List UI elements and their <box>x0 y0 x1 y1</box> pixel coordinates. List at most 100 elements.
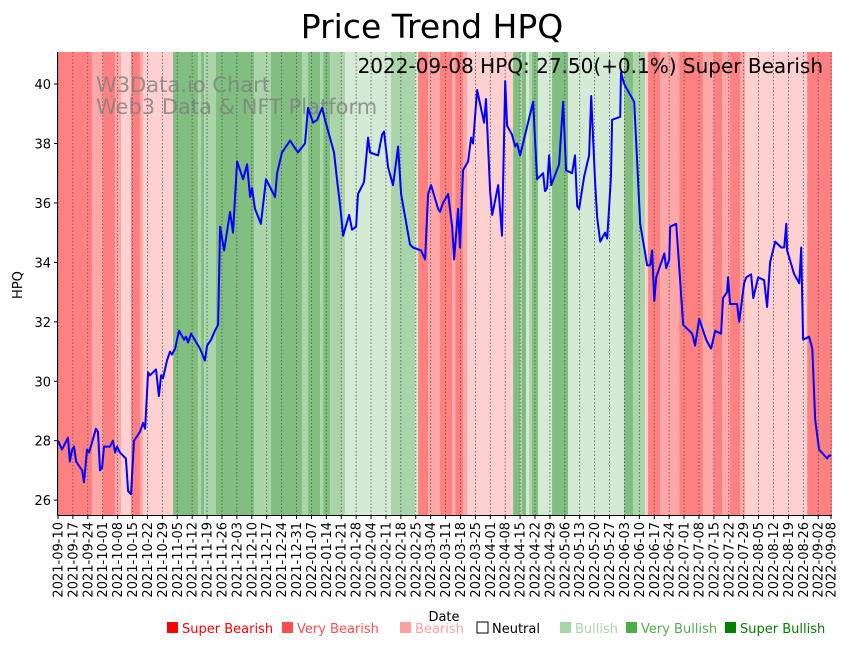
x-tick-label: 2021-10-15 <box>126 522 141 598</box>
chart-title: Price Trend HPQ <box>301 7 564 46</box>
x-tick-label: 2022-07-22 <box>722 522 737 598</box>
x-tick-label: 2022-03-04 <box>424 522 439 598</box>
x-tick-label: 2022-06-10 <box>633 522 648 598</box>
x-tick-label: 2022-07-08 <box>692 522 707 598</box>
x-tick-label: 2022-02-18 <box>394 522 409 598</box>
y-tick-label: 28 <box>34 435 51 450</box>
latest-price-annotation: 2022-09-08 HPQ: 27.50(+0.1%) Super Beari… <box>358 54 823 78</box>
x-tick-label: 2022-08-05 <box>752 522 767 598</box>
x-tick-label: 2022-06-03 <box>618 522 633 598</box>
x-tick-label: 2022-02-25 <box>409 522 424 598</box>
x-tick-label: 2022-04-08 <box>499 522 514 598</box>
legend-swatch <box>725 622 736 633</box>
regime-band <box>522 52 527 515</box>
x-tick-label: 2021-12-10 <box>245 522 260 598</box>
x-tick-label: 2022-09-02 <box>812 522 827 598</box>
regime-band <box>92 52 103 515</box>
legend: Super Bearish Very Bearish Bearish Neutral B… <box>167 621 825 637</box>
x-tick-label: 2021-11-19 <box>201 522 216 598</box>
x-tick-label: 2022-04-15 <box>514 522 529 598</box>
regime-band <box>254 52 271 515</box>
legend-label: Bullish <box>575 622 618 637</box>
x-tick-label: 2021-12-03 <box>230 522 245 598</box>
x-tick-label: 2022-02-04 <box>365 522 380 598</box>
x-tick-label: 2022-06-17 <box>648 522 663 598</box>
legend-swatch <box>400 622 411 633</box>
regime-band <box>463 52 468 515</box>
y-tick-label: 26 <box>34 494 51 509</box>
y-tick-label: 38 <box>34 138 51 153</box>
x-tick-label: 2022-05-06 <box>558 522 573 598</box>
x-tick-label: 2022-04-29 <box>543 522 558 598</box>
x-ticks: 2021-09-10 2021-09-17 2021-09-24 2021-10-01… <box>52 515 840 598</box>
y-axis-label: HPQ <box>11 271 26 299</box>
x-tick-label: 2022-03-11 <box>439 522 454 598</box>
x-tick-label: 2022-08-26 <box>797 522 812 598</box>
regime-band <box>660 52 680 515</box>
legend-label: Neutral <box>492 622 540 637</box>
legend-swatch <box>282 622 293 633</box>
x-tick-label: 2022-05-13 <box>573 522 588 598</box>
watermark-line-2: Web3 Data & NFT Platform <box>96 95 377 119</box>
price-line <box>57 71 832 496</box>
regime-band <box>172 52 199 515</box>
y-tick-label: 40 <box>34 78 51 93</box>
axes <box>57 52 832 516</box>
x-tick-label: 2021-09-24 <box>81 522 96 598</box>
legend-label: Bearish <box>415 622 464 637</box>
x-tick-label: 2022-07-15 <box>707 522 722 598</box>
regime-band <box>204 52 217 515</box>
x-tick-label: 2021-10-29 <box>156 522 171 598</box>
regime-band <box>142 52 173 515</box>
regime-band <box>703 52 714 515</box>
regime-band <box>320 52 324 515</box>
regime-band <box>526 52 530 515</box>
regime-band <box>740 52 746 515</box>
x-tick-label: 2021-09-17 <box>66 522 81 598</box>
x-tick-label: 2022-01-07 <box>305 522 320 598</box>
x-tick-label: 2021-11-05 <box>171 522 186 598</box>
regime-band <box>302 52 309 515</box>
regime-band <box>139 52 143 515</box>
regime-band <box>455 52 464 515</box>
x-tick-label: 2022-03-18 <box>454 522 469 598</box>
x-tick-label: 2022-09-08 <box>825 522 840 598</box>
regime-band <box>520 52 523 515</box>
y-tick-label: 30 <box>34 375 51 390</box>
y-tick-label: 32 <box>34 316 51 331</box>
watermark-line-1: W3Data.io Chart <box>96 73 270 97</box>
regime-band <box>418 52 429 515</box>
regime-band <box>270 52 303 515</box>
regime-band <box>428 52 441 515</box>
regime-band <box>415 52 419 515</box>
y-tick-label: 34 <box>34 256 51 271</box>
x-tick-label: 2021-12-31 <box>290 522 305 598</box>
regime-band <box>730 52 741 515</box>
x-gridlines <box>57 52 832 515</box>
regime-band <box>115 52 122 515</box>
regime-band <box>198 52 202 515</box>
legend-label: Very Bullish <box>641 622 717 637</box>
regime-band <box>679 52 704 515</box>
regime-band <box>713 52 723 515</box>
regime-band <box>722 52 731 515</box>
x-tick-label: 2022-01-21 <box>335 522 350 598</box>
x-tick-label: 2022-08-12 <box>767 522 782 598</box>
regime-band <box>513 52 521 515</box>
x-tick-label: 2022-04-01 <box>484 522 499 598</box>
y-tick-label: 36 <box>34 197 51 212</box>
x-tick-label: 2022-01-28 <box>350 522 365 598</box>
x-tick-label: 2022-04-22 <box>529 522 544 598</box>
x-axis-label: Date <box>428 610 459 625</box>
regime-band <box>645 52 649 515</box>
regime-band <box>568 52 625 515</box>
legend-swatch <box>476 621 489 634</box>
regime-band <box>102 52 116 515</box>
legend-swatch <box>167 622 178 633</box>
regime-band <box>529 52 533 515</box>
regime-band <box>624 52 634 515</box>
x-tick-label: 2021-10-22 <box>141 522 156 598</box>
regime-band <box>201 52 205 515</box>
regime-band <box>330 52 346 515</box>
